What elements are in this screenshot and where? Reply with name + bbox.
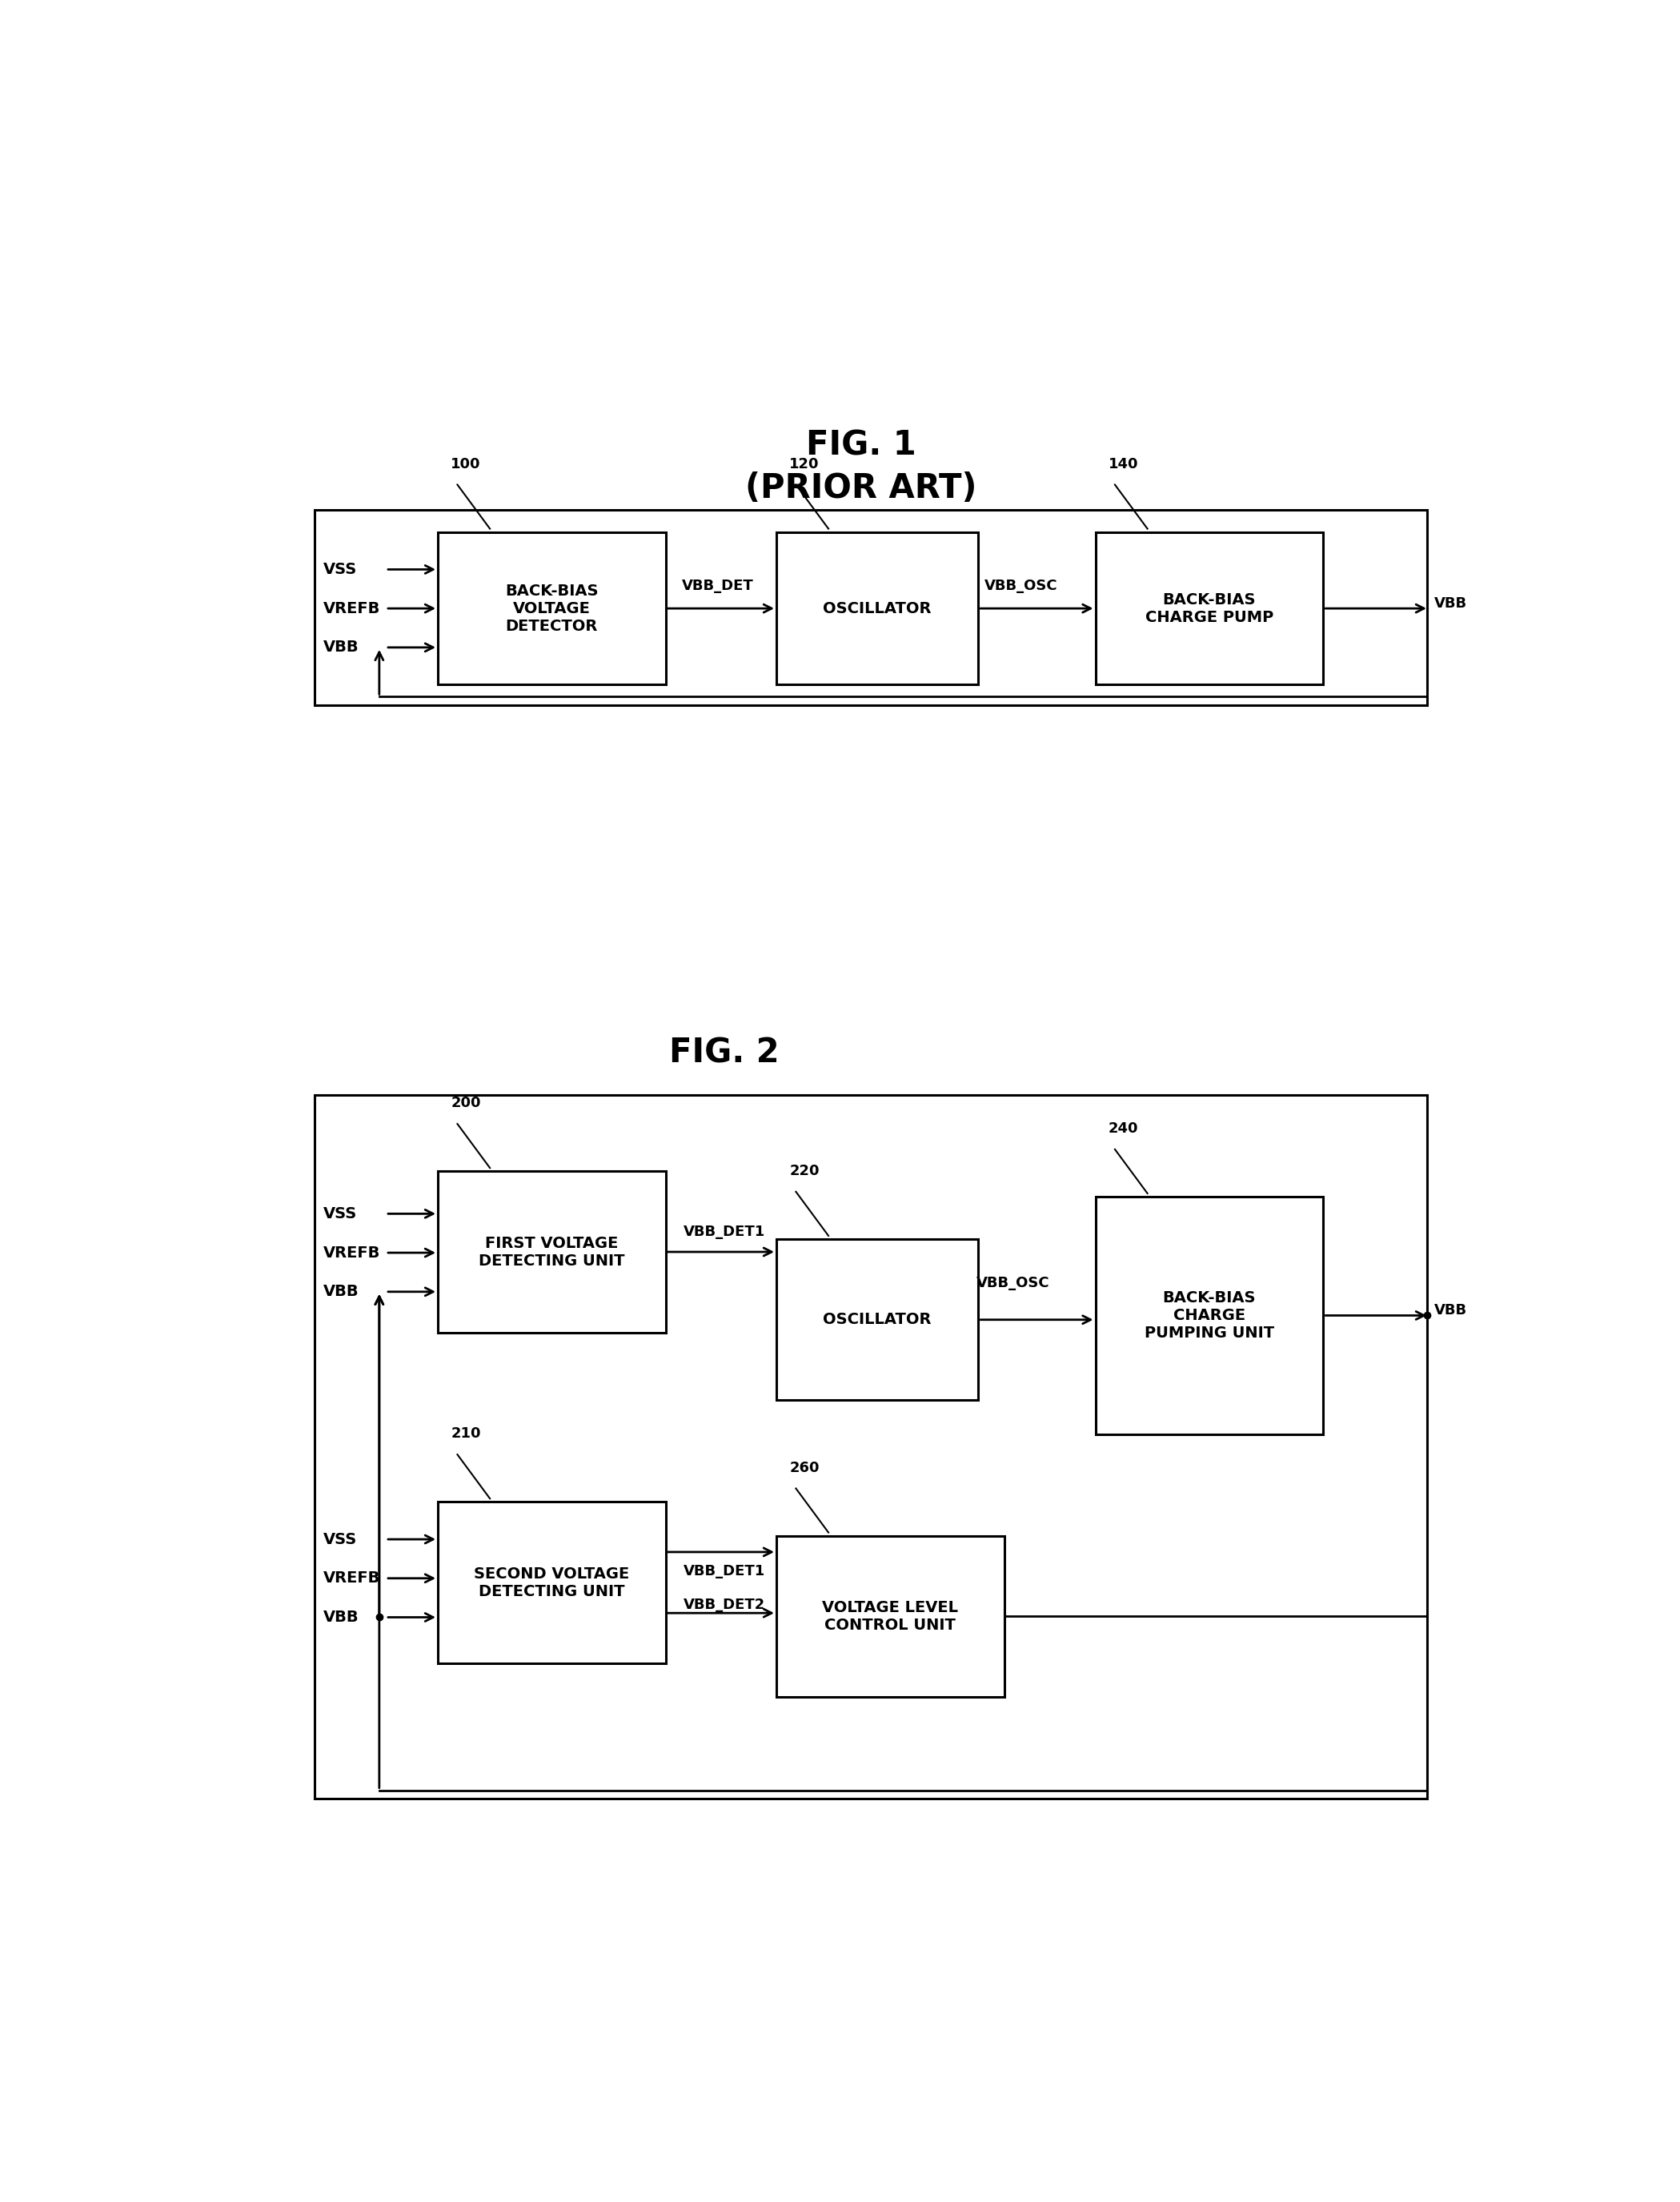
Text: 210: 210 bbox=[450, 1427, 480, 1440]
Text: VBB_DET1: VBB_DET1 bbox=[684, 1563, 764, 1579]
Text: 140: 140 bbox=[1109, 456, 1139, 471]
Text: VREFB: VREFB bbox=[323, 1244, 380, 1260]
Text: BACK-BIAS
VOLTAGE
DETECTOR: BACK-BIAS VOLTAGE DETECTOR bbox=[506, 584, 598, 634]
Text: OSCILLATOR: OSCILLATOR bbox=[823, 1312, 931, 1328]
Text: VSS: VSS bbox=[323, 1207, 358, 1222]
Bar bbox=[438, 533, 665, 685]
Text: VBB_DET: VBB_DET bbox=[682, 579, 754, 592]
Text: VBB: VBB bbox=[1433, 1304, 1467, 1317]
Bar bbox=[776, 1537, 1005, 1698]
Text: FIG. 2: FIG. 2 bbox=[669, 1035, 780, 1070]
Text: 120: 120 bbox=[790, 456, 820, 471]
Bar bbox=[438, 1502, 665, 1663]
Text: VBB_DET2: VBB_DET2 bbox=[684, 1599, 764, 1612]
Bar bbox=[776, 533, 978, 685]
Text: BACK-BIAS
CHARGE
PUMPING UNIT: BACK-BIAS CHARGE PUMPING UNIT bbox=[1144, 1290, 1273, 1341]
Text: (PRIOR ART): (PRIOR ART) bbox=[746, 471, 976, 504]
Text: 260: 260 bbox=[790, 1460, 820, 1475]
Text: 100: 100 bbox=[450, 456, 480, 471]
Text: VREFB: VREFB bbox=[323, 1570, 380, 1585]
Text: VBB: VBB bbox=[323, 1610, 360, 1625]
Text: VSS: VSS bbox=[323, 562, 358, 577]
Text: VSS: VSS bbox=[323, 1533, 358, 1546]
Bar bbox=[1095, 1198, 1324, 1434]
Text: VBB_OSC: VBB_OSC bbox=[984, 579, 1058, 592]
Text: BACK-BIAS
CHARGE PUMP: BACK-BIAS CHARGE PUMP bbox=[1146, 592, 1273, 625]
Text: VBB_OSC: VBB_OSC bbox=[976, 1275, 1050, 1290]
Text: VBB: VBB bbox=[1433, 597, 1467, 610]
Text: 200: 200 bbox=[450, 1097, 480, 1110]
Text: VBB_DET1: VBB_DET1 bbox=[684, 1224, 764, 1240]
Text: 240: 240 bbox=[1109, 1121, 1139, 1136]
Bar bbox=[314, 511, 1428, 705]
Text: FIRST VOLTAGE
DETECTING UNIT: FIRST VOLTAGE DETECTING UNIT bbox=[479, 1235, 625, 1268]
Text: OSCILLATOR: OSCILLATOR bbox=[823, 601, 931, 617]
Text: VOLTAGE LEVEL
CONTROL UNIT: VOLTAGE LEVEL CONTROL UNIT bbox=[822, 1601, 958, 1634]
Bar bbox=[314, 1094, 1428, 1799]
Text: VBB: VBB bbox=[323, 1284, 360, 1299]
Text: FIG. 1: FIG. 1 bbox=[806, 429, 916, 462]
Bar bbox=[438, 1171, 665, 1332]
Bar bbox=[1095, 533, 1324, 685]
Text: 220: 220 bbox=[790, 1163, 820, 1178]
Text: VREFB: VREFB bbox=[323, 601, 380, 617]
Text: SECOND VOLTAGE
DETECTING UNIT: SECOND VOLTAGE DETECTING UNIT bbox=[474, 1566, 630, 1599]
Bar bbox=[776, 1240, 978, 1400]
Text: VBB: VBB bbox=[323, 641, 360, 654]
